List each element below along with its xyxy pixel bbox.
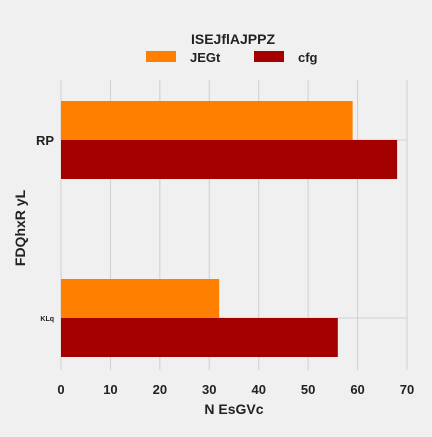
x-tick-40: 40 [251, 382, 265, 397]
bars [61, 101, 398, 357]
legend-swatch-jegt [146, 51, 176, 62]
x-tick-0: 0 [57, 382, 64, 397]
legend: ISEJflAJPPZ JEGt cfg [146, 31, 318, 65]
legend-title: ISEJflAJPPZ [191, 31, 275, 47]
x-axis-label: N EsGVc [204, 401, 263, 417]
x-tick-70: 70 [400, 382, 414, 397]
y-category-rp: RP [36, 133, 54, 148]
y-category-labels: RP KLq [36, 133, 54, 323]
bar-jegt-rp [61, 101, 353, 140]
bar-cfg-rp [61, 140, 398, 179]
x-tick-30: 30 [202, 382, 216, 397]
legend-swatch-cfg [254, 51, 284, 62]
legend-label-jegt: JEGt [190, 50, 221, 65]
bar-cfg-klq [61, 318, 338, 357]
x-tick-labels: 0 10 20 30 40 50 60 70 [57, 382, 414, 397]
y-axis-label: FDQhxR yL [12, 189, 28, 266]
y-category-klq: KLq [40, 316, 54, 323]
x-tick-60: 60 [350, 382, 364, 397]
x-tick-10: 10 [103, 382, 117, 397]
bar-jegt-klq [61, 279, 220, 318]
x-tick-20: 20 [153, 382, 167, 397]
legend-label-cfg: cfg [298, 50, 318, 65]
x-tick-50: 50 [301, 382, 315, 397]
